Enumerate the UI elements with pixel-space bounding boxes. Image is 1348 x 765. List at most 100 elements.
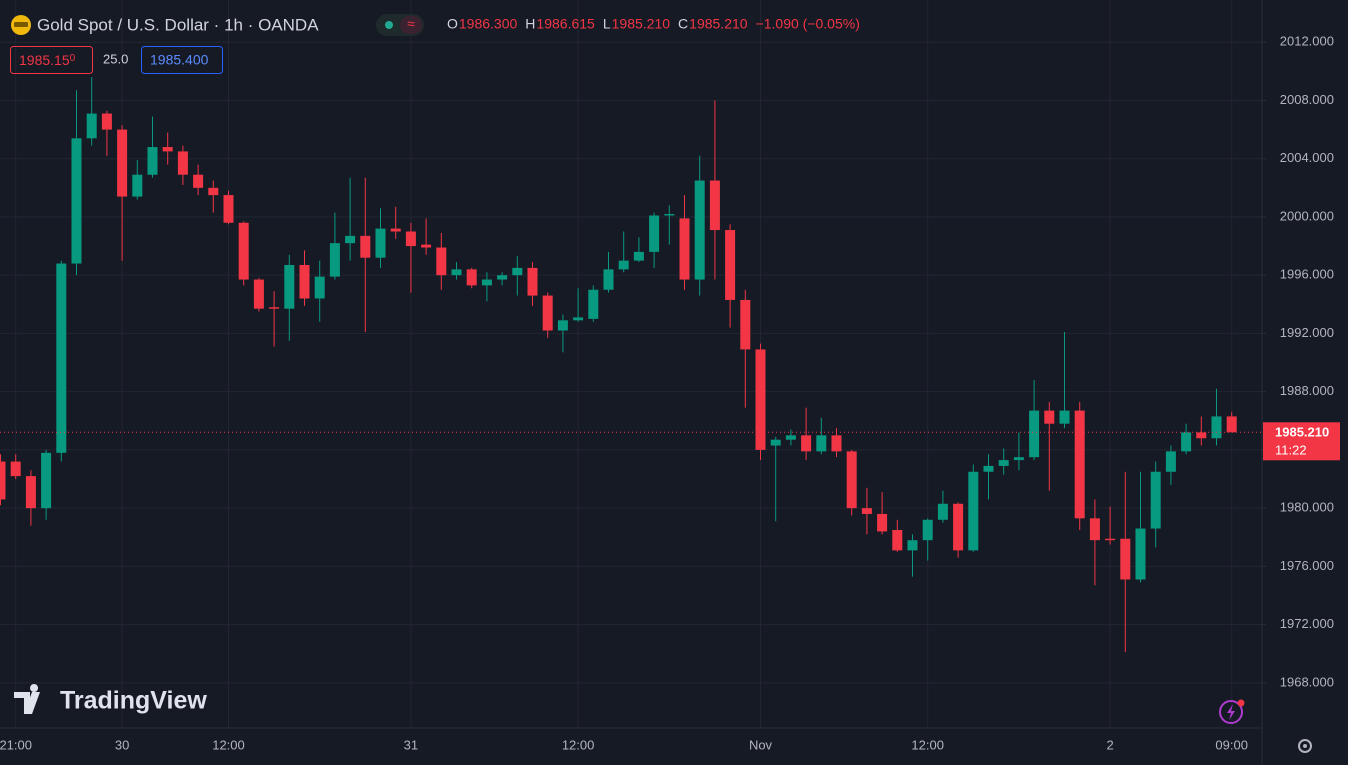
settings-button[interactable] — [1298, 739, 1312, 753]
candle-body — [390, 228, 401, 232]
y-tick-label: 1980.000 — [1280, 500, 1334, 515]
candle-body — [725, 230, 736, 300]
candle-body — [1105, 538, 1116, 541]
candle-body — [770, 439, 781, 446]
candle-body — [86, 113, 97, 139]
countdown-label: 11:22 — [1275, 443, 1307, 458]
candle-body — [542, 295, 553, 331]
candle-body — [193, 174, 204, 188]
lightning-icon — [1227, 704, 1235, 720]
buy-price: 1985.400 — [150, 52, 209, 68]
candle-body — [299, 264, 310, 299]
candle-body — [937, 503, 948, 520]
y-tick-label: 1992.000 — [1280, 325, 1334, 340]
y-tick-label: 2008.000 — [1280, 92, 1334, 107]
x-tick-label: Nov — [749, 737, 773, 752]
notification-dot — [1237, 699, 1245, 707]
candle-body — [451, 269, 462, 276]
market-open-dot — [385, 21, 393, 29]
candle-body — [1150, 471, 1161, 529]
candle-body — [253, 279, 264, 309]
candle-body — [649, 215, 660, 252]
candle-body — [117, 129, 128, 197]
candle-body — [56, 263, 67, 453]
delay-icon: ≈ — [407, 16, 415, 32]
symbol-icon-bar — [14, 22, 28, 27]
candle-body — [633, 251, 644, 261]
candle-body — [360, 235, 371, 258]
symbol-title[interactable]: Gold Spot / U.S. Dollar · 1h · OANDA — [37, 15, 319, 34]
candle-body — [1120, 538, 1131, 580]
candle-body — [405, 231, 416, 247]
candle-body — [238, 222, 249, 280]
candle-body — [1029, 410, 1040, 458]
price-tag-label: 1985.210 — [1275, 425, 1329, 440]
sell-price-tail: 0 — [70, 53, 76, 64]
candle-body — [922, 519, 933, 541]
candle-body — [603, 269, 614, 290]
candle-body — [892, 529, 903, 551]
x-tick-label: 12:00 — [562, 737, 595, 752]
candle-body — [983, 465, 994, 472]
y-tick-label: 1968.000 — [1280, 674, 1334, 689]
x-tick-label: 30 — [115, 737, 129, 752]
x-tick-label: 12:00 — [911, 737, 944, 752]
candle-body — [740, 299, 751, 350]
candle-body — [846, 451, 857, 509]
candle-body — [25, 476, 36, 509]
candle-body — [1013, 457, 1024, 461]
watermark-text: TradingView — [60, 687, 207, 715]
candle-body — [101, 113, 112, 130]
candle-body — [1196, 432, 1207, 439]
candles — [0, 77, 1262, 653]
y-tick-label: 2012.000 — [1280, 34, 1334, 49]
candle-body — [41, 452, 52, 509]
ohlc-key: H — [525, 16, 535, 32]
candle-body — [877, 513, 888, 532]
candle-body — [223, 195, 234, 223]
sell-price-main: 1985.15 — [19, 52, 70, 68]
candle-body — [208, 187, 219, 196]
x-tick-label: 09:00 — [1215, 737, 1248, 752]
candle-body — [481, 279, 492, 286]
candle-body — [269, 307, 280, 309]
candle-body — [1074, 410, 1085, 519]
candle-body — [1135, 528, 1146, 580]
candle-body — [816, 435, 827, 452]
price-tag — [1263, 422, 1340, 461]
x-tick-label: 2 — [1106, 737, 1113, 752]
candle-body — [436, 247, 447, 276]
candle-body — [801, 435, 812, 452]
axes: 1968.0001972.0001976.0001980.0001984.000… — [0, 34, 1340, 752]
settings-icon — [1298, 739, 1312, 753]
watermark: TradingView — [14, 684, 207, 715]
candle-body — [907, 540, 918, 551]
candle-body — [573, 317, 584, 321]
settings-icon-center — [1303, 744, 1307, 748]
watermark-logo — [14, 684, 40, 714]
y-tick-label: 1972.000 — [1280, 616, 1334, 631]
lightning-button[interactable] — [1219, 699, 1245, 724]
candle-body — [512, 267, 523, 276]
y-tick-label: 1996.000 — [1280, 267, 1334, 282]
candle-body — [694, 180, 705, 280]
candle-body — [10, 461, 21, 477]
ohlc-value: 1985.210 — [689, 16, 748, 32]
candle-body — [831, 435, 842, 452]
candle-body — [785, 435, 796, 440]
candle-body — [953, 503, 964, 551]
candle-body — [1044, 410, 1055, 424]
ohlc-legend: O 1986.300 H 1986.615 L 1985.210 C 1985.210 −1.0… — [447, 16, 860, 32]
candle-body — [998, 460, 1009, 466]
candle-body — [375, 228, 386, 258]
buy-box[interactable] — [141, 46, 223, 74]
candle-body — [1165, 451, 1176, 472]
sell-price: 1985.150 — [19, 52, 76, 68]
candle-body — [0, 461, 6, 500]
candle-body — [968, 471, 979, 551]
delay-icon-bg — [400, 16, 422, 34]
ohlc-value: 1985.210 — [612, 16, 671, 32]
sell-box[interactable] — [10, 46, 93, 74]
candle-body — [345, 235, 356, 244]
